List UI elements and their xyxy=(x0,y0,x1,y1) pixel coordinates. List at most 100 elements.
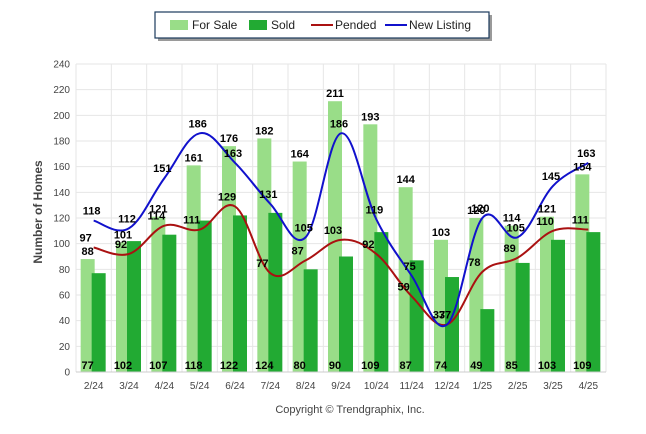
bar-sold xyxy=(127,241,141,372)
bar-sold xyxy=(586,232,601,372)
label-new-listing: 118 xyxy=(83,206,101,218)
x-tick-label: 7/24 xyxy=(261,381,281,392)
label-pended: 129 xyxy=(218,191,236,203)
label-sold: 124 xyxy=(255,360,274,372)
y-tick-label: 20 xyxy=(59,342,71,353)
label-for-sale: 182 xyxy=(255,125,273,137)
x-tick-label: 12/24 xyxy=(434,381,459,392)
bar-sold xyxy=(480,309,495,372)
bar-for-sale xyxy=(328,101,342,372)
x-tick-label: 11/24 xyxy=(400,381,425,392)
label-pended: 92 xyxy=(362,239,374,251)
label-new-listing: 163 xyxy=(224,148,242,160)
label-pended: 103 xyxy=(324,225,342,237)
label-new-listing: 105 xyxy=(506,222,524,234)
label-new-listing: 186 xyxy=(330,118,348,130)
label-pended: 114 xyxy=(147,211,166,223)
bar-for-sale xyxy=(363,124,378,372)
y-tick-label: 100 xyxy=(53,239,70,250)
lines xyxy=(93,132,589,328)
label-new-listing: 151 xyxy=(153,163,171,175)
bars xyxy=(80,101,601,372)
bar-sold xyxy=(91,273,106,372)
label-pended: 97 xyxy=(80,233,92,245)
legend-label: New Listing xyxy=(409,18,471,32)
label-sold: 90 xyxy=(329,360,341,372)
label-new-listing: 119 xyxy=(365,204,383,216)
bar-for-sale xyxy=(151,216,166,372)
label-for-sale: 121 xyxy=(149,204,167,216)
label-pended: 37 xyxy=(433,310,445,322)
label-sold: 107 xyxy=(149,360,167,372)
label-new-listing: 131 xyxy=(259,189,277,201)
label-for-sale: 101 xyxy=(114,229,132,241)
line-pended xyxy=(93,204,589,327)
y-tick-label: 240 xyxy=(53,60,70,71)
label-new-listing: 105 xyxy=(294,222,312,234)
label-sold: 77 xyxy=(82,360,94,372)
label-sold: 74 xyxy=(435,360,448,372)
label-pended: 92 xyxy=(115,239,127,251)
line-new-listing xyxy=(93,132,589,328)
bar-sold xyxy=(233,215,247,372)
x-tick-label: 3/24 xyxy=(119,381,139,392)
y-tick-label: 160 xyxy=(53,162,70,173)
label-sold: 49 xyxy=(470,360,482,372)
y-tick-label: 0 xyxy=(64,368,70,379)
x-tick-label: 2/25 xyxy=(508,381,528,392)
label-pended: 110 xyxy=(536,216,554,228)
y-tick-label: 180 xyxy=(53,137,70,148)
label-for-sale: 88 xyxy=(82,246,94,258)
label-sold: 80 xyxy=(294,360,306,372)
bar-for-sale xyxy=(80,259,95,372)
label-pended: 89 xyxy=(504,243,516,255)
label-new-listing: 120 xyxy=(471,203,489,215)
label-sold: 118 xyxy=(185,360,203,372)
bar-for-sale xyxy=(575,174,590,372)
label-new-listing: 186 xyxy=(188,118,206,130)
label-sold: 103 xyxy=(538,360,556,372)
label-for-sale: 164 xyxy=(290,149,309,161)
bar-sold xyxy=(339,256,353,372)
label-sold: 109 xyxy=(361,360,379,372)
legend-label: Pended xyxy=(335,18,376,32)
bar-for-sale xyxy=(186,165,201,372)
x-tick-label: 8/24 xyxy=(296,381,316,392)
label-for-sale: 121 xyxy=(538,204,556,216)
y-tick-label: 220 xyxy=(53,85,70,96)
x-tick-label: 5/24 xyxy=(190,381,210,392)
bar-for-sale xyxy=(116,242,130,372)
bar-sold xyxy=(445,277,459,372)
x-tick-label: 9/24 xyxy=(331,381,351,392)
label-pended: 111 xyxy=(183,215,200,227)
label-new-listing: 112 xyxy=(118,213,136,225)
x-tick-label: 2/24 xyxy=(84,381,104,392)
y-tick-label: 200 xyxy=(53,111,70,122)
bar-sold xyxy=(409,260,424,372)
bar-for-sale xyxy=(434,239,448,372)
bar-sold xyxy=(162,234,177,372)
legend-swatch xyxy=(170,20,188,30)
x-tick-label: 3/25 xyxy=(543,381,563,392)
label-for-sale: 176 xyxy=(220,133,238,145)
label-new-listing: 163 xyxy=(577,148,595,160)
bar-sold xyxy=(374,232,389,372)
label-pended: 78 xyxy=(468,257,480,269)
data-labels: 88 77 97 118 101 102 92 112 121 107 114 151 161 118 11… xyxy=(80,88,596,372)
bar-for-sale xyxy=(222,146,236,372)
label-pended: 87 xyxy=(292,245,304,257)
bar-sold xyxy=(303,269,318,372)
x-tick-label: 10/24 xyxy=(364,381,389,392)
y-tick-label: 120 xyxy=(53,214,70,225)
label-new-listing: 37 xyxy=(439,310,451,322)
y-tick-label: 40 xyxy=(59,316,71,327)
y-tick-label: 140 xyxy=(53,188,70,199)
label-pended: 59 xyxy=(398,281,410,293)
label-pended: 77 xyxy=(256,258,268,270)
label-for-sale: 120 xyxy=(467,205,485,217)
label-for-sale: 144 xyxy=(396,174,415,186)
footer-copyright: Copyright © Trendgraphix, Inc. xyxy=(275,404,424,416)
bar-for-sale xyxy=(469,218,484,372)
bar-for-sale xyxy=(257,138,272,372)
